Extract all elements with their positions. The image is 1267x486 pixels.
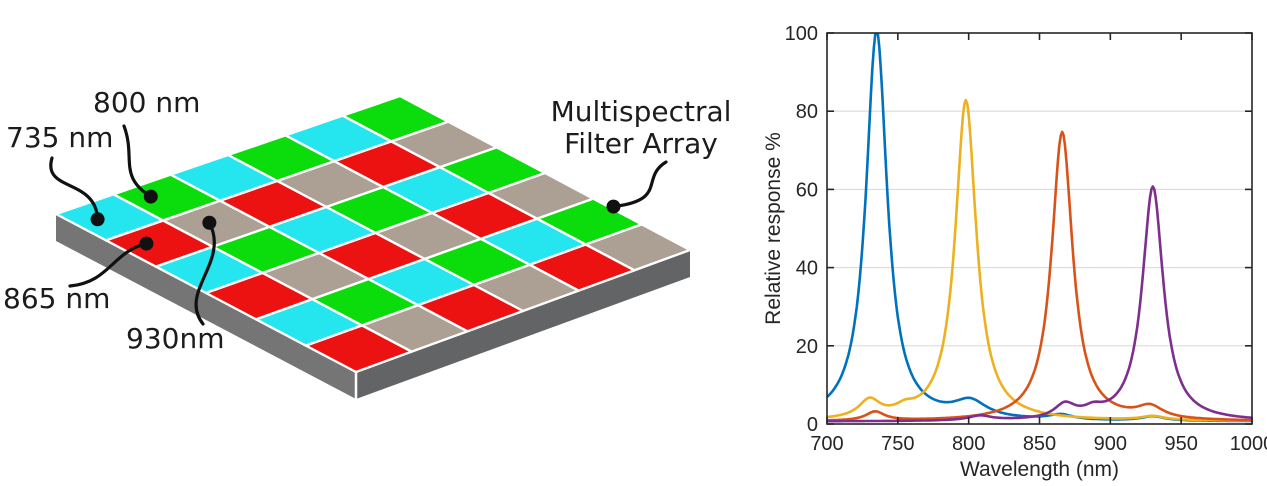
substrate-right-face (356, 250, 690, 399)
label-735nm: 735 nm (6, 121, 114, 154)
x-axis-tick-label: 800 (952, 433, 985, 455)
label-dot (606, 199, 621, 214)
y-axis-tick-label: 100 (785, 23, 818, 45)
y-axis-tick-label: 80 (796, 101, 818, 123)
x-axis-tick-label: 900 (1094, 433, 1127, 455)
label-dot (143, 189, 158, 204)
curves (827, 33, 1252, 423)
leader-line (194, 221, 216, 326)
filter-array-substrate (56, 214, 690, 399)
leader-line (611, 160, 668, 209)
y-axis-tick-label: 20 (796, 336, 818, 358)
label-leader-lines (49, 124, 668, 326)
label-multispectral-filter-array: Multispectral Filter Array (535, 95, 747, 161)
leader-line (49, 156, 100, 221)
response-curve-735nm (827, 33, 1252, 423)
label-mfa-line1: Multispectral (550, 95, 732, 128)
leader-line (68, 241, 149, 288)
substrate-left-face (56, 214, 356, 399)
label-dot (90, 212, 105, 227)
label-930nm: 930nm (126, 322, 225, 355)
x-axis-tick-label: 700 (810, 433, 843, 455)
filter-tile-red (304, 324, 413, 374)
y-axis-tick-label: 0 (807, 414, 818, 436)
response-curve-866nm (827, 130, 1252, 422)
leader-line (122, 124, 153, 199)
y-axis-tick-label: 40 (796, 258, 818, 280)
label-mfa-line2: Filter Array (564, 127, 718, 161)
label-865nm: 865 nm (3, 282, 111, 315)
x-axis-label: Wavelength (nm) (960, 458, 1119, 481)
y-axis-label: Relative response % (762, 132, 785, 325)
x-axis-tick-label: 950 (1164, 433, 1197, 455)
y-axis-tick-label: 60 (796, 179, 818, 201)
label-800nm: 800 nm (93, 86, 201, 119)
response-curve-930nm (827, 185, 1252, 423)
filter-array-tiles (54, 94, 692, 374)
label-dot (202, 215, 217, 230)
x-axis-tick-label: 850 (1023, 433, 1056, 455)
label-dot (139, 236, 154, 251)
x-axis-tick-label: 750 (881, 433, 914, 455)
